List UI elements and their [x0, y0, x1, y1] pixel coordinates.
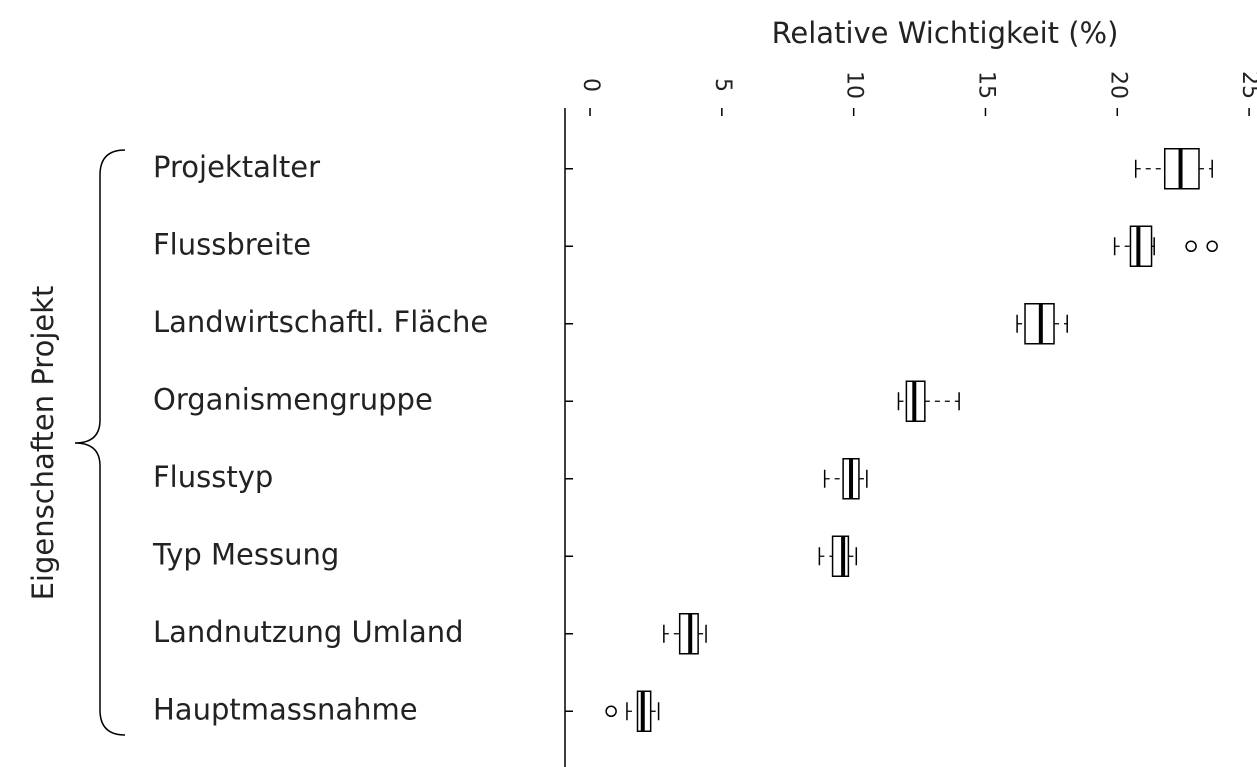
- x-tick-label: 10: [842, 71, 867, 99]
- y-tick-label: Flussbreite: [153, 227, 311, 261]
- y-tick-label: Landnutzung Umland: [153, 615, 464, 649]
- y-tick-label: Landwirtschaftl. Fläche: [153, 305, 488, 339]
- box: [831, 535, 850, 577]
- x-tick-label: 25: [1237, 71, 1257, 99]
- y-tick-label: Organismengruppe: [153, 382, 433, 416]
- outlier: [1206, 240, 1218, 252]
- x-tick-label: 0: [578, 78, 603, 92]
- x-tick-label: 20: [1105, 71, 1130, 99]
- outlier: [1185, 240, 1197, 252]
- brace: [74, 149, 126, 736]
- y-tick-label: Projektalter: [153, 150, 320, 184]
- y-tick-label: Typ Messung: [152, 537, 339, 571]
- y-axis-label: Eigenschaften Projekt: [26, 286, 60, 601]
- y-tick-label: Hauptmassnahme: [153, 692, 418, 726]
- y-tick-label: Flusstyp: [153, 460, 273, 494]
- x-axis-label: Relative Wichtigkeit (%): [772, 16, 1119, 50]
- x-tick-label: 15: [973, 71, 998, 99]
- outlier: [605, 705, 617, 717]
- x-tick-label: 5: [710, 78, 735, 92]
- box: [1129, 225, 1153, 267]
